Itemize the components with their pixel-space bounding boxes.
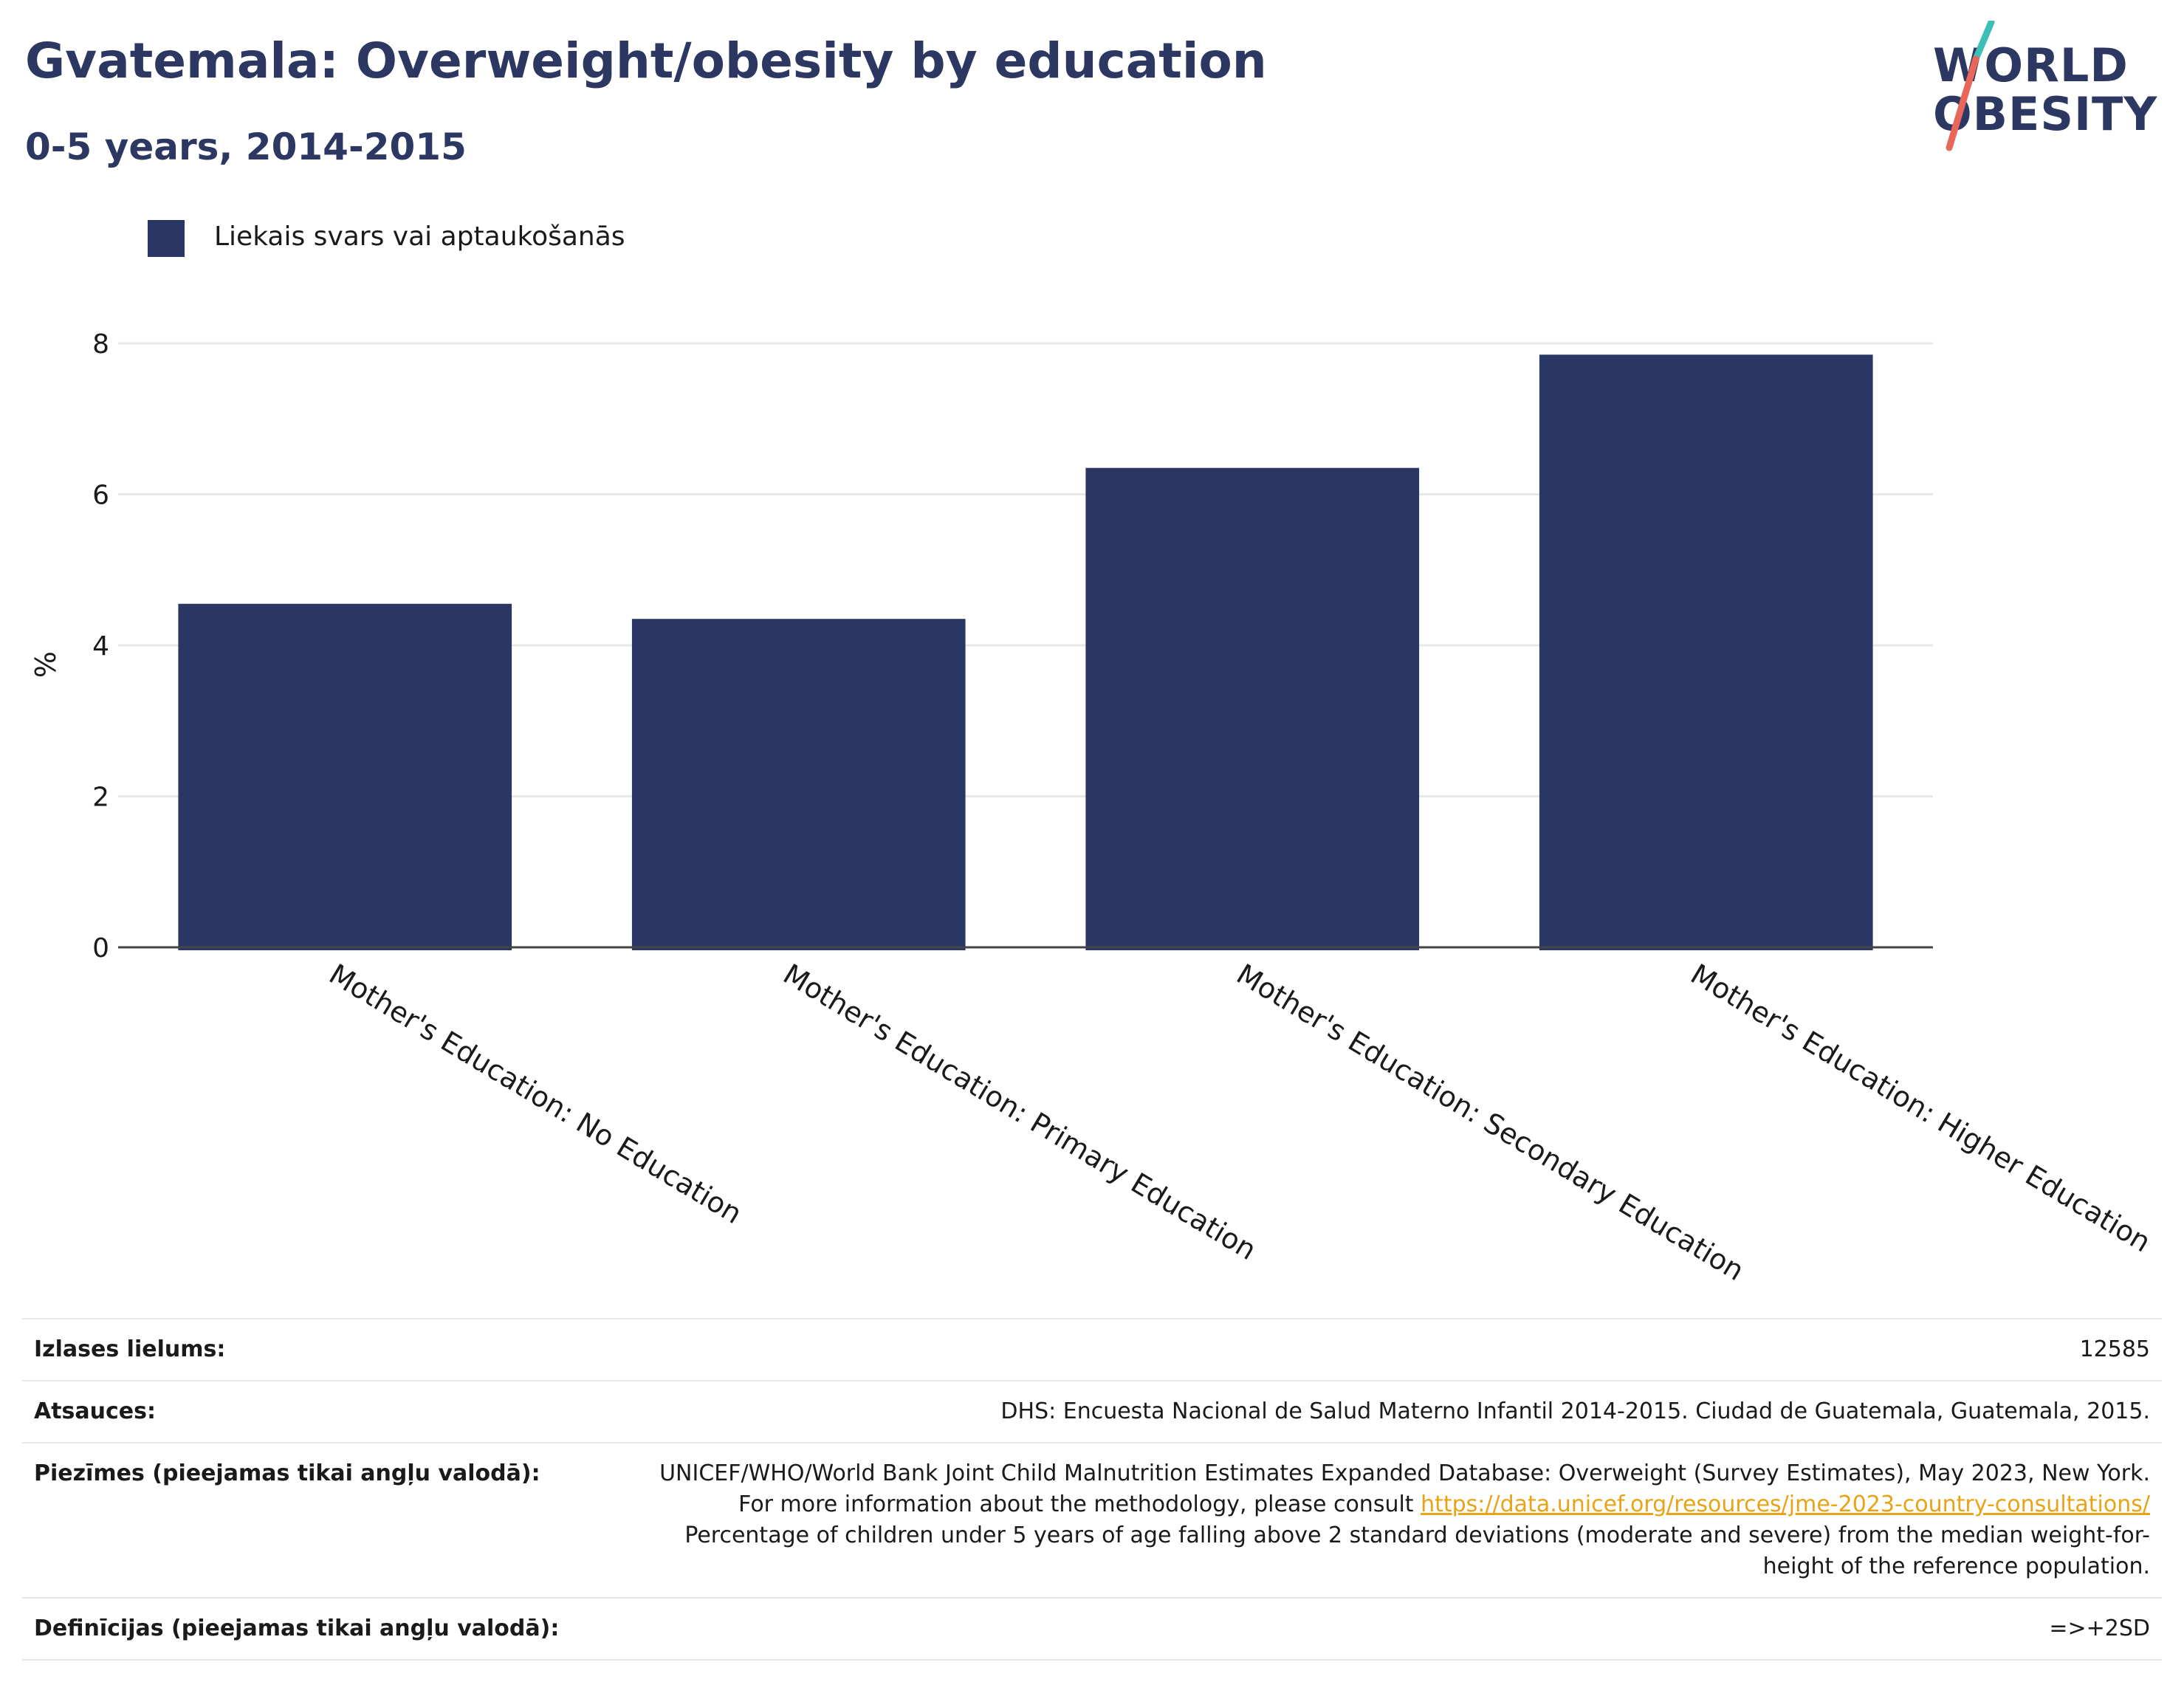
info-key: Izlases lielums: bbox=[34, 1336, 226, 1362]
info-row-sample-size: Izlases lielums: 12585 bbox=[22, 1318, 2162, 1380]
logo-word-obesity: OBESITY bbox=[1933, 87, 2158, 141]
info-key: Definīcijas (pieejamas tikai angļu valod… bbox=[34, 1616, 560, 1641]
y-axis-label: % bbox=[30, 650, 62, 679]
chart-subtitle: 0-5 years, 2014-2015 bbox=[25, 126, 467, 168]
bar bbox=[1085, 467, 1420, 950]
info-value: DHS: Encuesta Nacional de Salud Materno … bbox=[1000, 1398, 2150, 1424]
bar bbox=[178, 603, 512, 950]
info-row-notes: Piezīmes (pieejamas tikai angļu valodā):… bbox=[22, 1442, 2162, 1597]
info-value: 12585 bbox=[2079, 1336, 2150, 1362]
bar bbox=[1539, 354, 1873, 950]
info-value: UNICEF/WHO/World Bank Joint Child Malnut… bbox=[636, 1458, 2150, 1582]
y-tick-label: 0 bbox=[92, 933, 109, 964]
logo-slash-icon bbox=[1946, 21, 1995, 151]
world-obesity-logo: WORLD OBESITY bbox=[1920, 21, 2163, 154]
y-tick-label: 8 bbox=[92, 329, 109, 360]
legend-swatch bbox=[148, 220, 185, 257]
info-value: =>+2SD bbox=[2049, 1616, 2150, 1641]
info-key: Atsauces: bbox=[34, 1398, 156, 1424]
info-table: Izlases lielums: 12585 Atsauces: DHS: En… bbox=[22, 1318, 2162, 1661]
info-key: Piezīmes (pieejamas tikai angļu valodā): bbox=[34, 1460, 540, 1486]
logo-word-world: WORLD bbox=[1933, 38, 2129, 92]
methodology-link[interactable]: https://data.unicef.org/resources/jme-20… bbox=[1421, 1491, 2150, 1517]
y-tick-label: 6 bbox=[92, 481, 109, 511]
y-tick-label: 2 bbox=[92, 783, 109, 813]
info-row-definitions: Definīcijas (pieejamas tikai angļu valod… bbox=[22, 1597, 2162, 1661]
bar bbox=[631, 619, 966, 950]
notes-text-after: Percentage of children under 5 years of … bbox=[684, 1522, 2150, 1579]
bar-chart: 0 2 4 6 8 bbox=[92, 329, 1933, 964]
notes-text-before: UNICEF/WHO/World Bank Joint Child Malnut… bbox=[659, 1460, 2150, 1517]
legend-label: Liekais svars vai aptaukošanās bbox=[214, 222, 625, 252]
chart-title: Gvatemala: Overweight/obesity by educati… bbox=[25, 32, 1267, 89]
y-tick-label: 4 bbox=[92, 631, 109, 662]
info-row-references: Atsauces: DHS: Encuesta Nacional de Salu… bbox=[22, 1380, 2162, 1442]
